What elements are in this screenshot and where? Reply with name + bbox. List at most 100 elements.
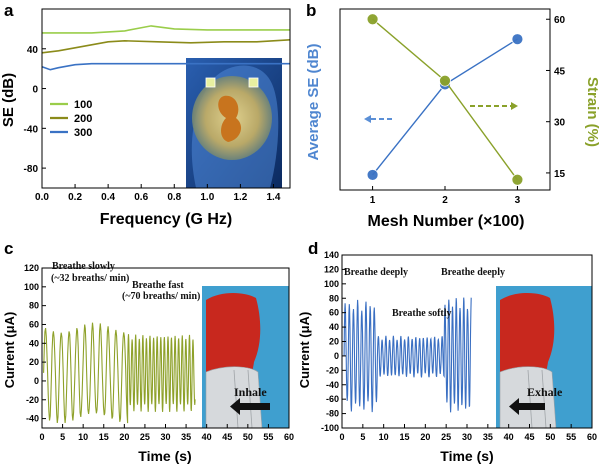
data-point-strain bbox=[366, 13, 379, 26]
x-tick-label: 25 bbox=[441, 432, 451, 442]
x-tick-label-a: 1.0 bbox=[200, 192, 214, 203]
y-tick-label-b-right: 45 bbox=[554, 66, 566, 77]
panel-letter-d: d bbox=[308, 239, 318, 258]
x-tick-label-b: 2 bbox=[442, 195, 448, 206]
y-tick-label-a: -40 bbox=[24, 124, 39, 135]
y-axis-label-a: SE (dB) bbox=[0, 73, 17, 127]
legend-label-200: 200 bbox=[74, 113, 92, 125]
annotation-fast-rate: (~70 breaths/ min) bbox=[122, 291, 200, 302]
data-point-average-se bbox=[366, 169, 379, 181]
y-tick-label: 0 bbox=[334, 351, 339, 361]
y-tick-label: -40 bbox=[26, 414, 39, 424]
x-tick-label: 15 bbox=[99, 432, 109, 442]
x-axis-label-b: Mesh Number (×100) bbox=[368, 213, 525, 230]
panel-d: Exhale 0 5 10 15 20 25 30 35 40 45 50 55 60 -100 -80 -6… bbox=[297, 250, 597, 464]
annotation-slow-rate: (~32 breaths/ min) bbox=[51, 273, 129, 284]
x-tick-label: 10 bbox=[379, 432, 389, 442]
legend-a: 100 200 300 bbox=[50, 99, 92, 139]
y-tick-label: -100 bbox=[321, 423, 339, 433]
x-tick-label: 55 bbox=[263, 432, 273, 442]
x-tick-label-a: 1.2 bbox=[233, 192, 247, 203]
x-tick-label-a: 0.6 bbox=[134, 192, 148, 203]
panel-letter-b: b bbox=[306, 1, 316, 20]
x-axis-label-a: Frequency (G Hz) bbox=[100, 211, 232, 228]
x-tick-label: 30 bbox=[160, 432, 170, 442]
annotation-deeply-1: Breathe deeply bbox=[344, 267, 408, 278]
data-point-average-se bbox=[511, 33, 524, 46]
x-tick-label-b: 1 bbox=[370, 195, 376, 206]
x-tick-label: 0 bbox=[339, 432, 344, 442]
y-tick-label-b-right: 15 bbox=[554, 169, 566, 180]
x-tick-label: 20 bbox=[119, 432, 129, 442]
plot-frame-a bbox=[41, 8, 291, 189]
panel-a: 0.0 0.2 0.4 0.6 0.8 1.0 1.2 1.4 -80 -40 0 40 100 200… bbox=[0, 8, 291, 228]
y-tick-label: 120 bbox=[24, 263, 39, 273]
x-tick-label-a: 0.0 bbox=[35, 192, 49, 203]
x-tick-label-a: 0.2 bbox=[68, 192, 82, 203]
y-tick-label: 40 bbox=[29, 338, 39, 348]
x-axis-label-d: Time (s) bbox=[440, 448, 493, 464]
y-tick-label-a: -80 bbox=[24, 164, 39, 175]
x-tick-label: 15 bbox=[399, 432, 409, 442]
y-axis-label-b-right: Strain (%) bbox=[584, 77, 600, 147]
y-tick-label: 60 bbox=[329, 308, 339, 318]
data-point-strain bbox=[511, 173, 524, 186]
y-tick-label-b-right: 60 bbox=[554, 15, 566, 26]
x-tick-label: 50 bbox=[243, 432, 253, 442]
annotation-fast-title: Breathe fast bbox=[132, 280, 184, 291]
x-tick-label: 10 bbox=[78, 432, 88, 442]
y-tick-label: 140 bbox=[324, 250, 339, 260]
x-tick-label: 5 bbox=[60, 432, 65, 442]
y-tick-label: 40 bbox=[329, 322, 339, 332]
x-tick-label: 0 bbox=[39, 432, 44, 442]
x-tick-label: 45 bbox=[524, 432, 534, 442]
y-tick-label-a: 40 bbox=[27, 45, 39, 56]
series-line-100 bbox=[42, 25, 290, 34]
annotation-slow-title: Breathe slowly bbox=[52, 261, 115, 272]
legend-label-300: 300 bbox=[74, 127, 92, 139]
x-tick-label: 55 bbox=[566, 432, 576, 442]
inhale-label: Inhale bbox=[234, 385, 267, 399]
y-tick-label: -40 bbox=[326, 380, 339, 390]
x-tick-label: 60 bbox=[587, 432, 597, 442]
y-tick-label: 20 bbox=[29, 357, 39, 367]
arrow-left-head bbox=[364, 115, 371, 123]
x-tick-label: 30 bbox=[462, 432, 472, 442]
y-axis-label-d: Current (μA) bbox=[297, 312, 312, 389]
x-tick-label-a: 0.8 bbox=[167, 192, 181, 203]
x-tick-label: 35 bbox=[483, 432, 493, 442]
series-line-strain bbox=[372, 18, 518, 181]
series-line-200 bbox=[41, 39, 291, 54]
y-tick-label: 80 bbox=[29, 301, 39, 311]
x-tick-label: 5 bbox=[360, 432, 365, 442]
y-tick-label: -20 bbox=[26, 395, 39, 405]
photo-inhale: Inhale bbox=[202, 286, 289, 429]
panel-letter-a: a bbox=[4, 1, 14, 20]
x-tick-label-a: 0.4 bbox=[101, 192, 115, 203]
y-axis-label-c: Current (μA) bbox=[2, 312, 17, 389]
x-tick-label: 20 bbox=[420, 432, 430, 442]
series-line-300 bbox=[41, 62, 290, 71]
y-tick-label: 100 bbox=[324, 279, 339, 289]
x-axis-label-c: Time (s) bbox=[138, 448, 191, 464]
panel-c: Inhale 0 5 10 15 20 25 30 35 40 45 50 55 60 -40 -20 0 20… bbox=[2, 261, 294, 464]
photo-exhale: Exhale bbox=[496, 286, 592, 429]
current-trace bbox=[43, 322, 196, 424]
y-tick-label: 120 bbox=[324, 264, 339, 274]
annotation-softly: Breathe softly bbox=[392, 308, 452, 319]
y-tick-label: -80 bbox=[326, 409, 339, 419]
y-tick-label: 0 bbox=[34, 376, 39, 386]
y-tick-label: 100 bbox=[24, 282, 39, 292]
x-tick-label: 25 bbox=[140, 432, 150, 442]
y-tick-label-b-right: 30 bbox=[554, 118, 566, 129]
x-tick-label-b: 3 bbox=[515, 195, 521, 206]
x-tick-label: 45 bbox=[222, 432, 232, 442]
x-tick-label: 40 bbox=[504, 432, 514, 442]
y-tick-label-a: 0 bbox=[32, 85, 38, 96]
y-tick-label: -20 bbox=[326, 365, 339, 375]
y-tick-label: 60 bbox=[29, 319, 39, 329]
y-tick-label: 20 bbox=[329, 337, 339, 347]
x-tick-label: 50 bbox=[545, 432, 555, 442]
data-point-strain bbox=[439, 74, 451, 87]
